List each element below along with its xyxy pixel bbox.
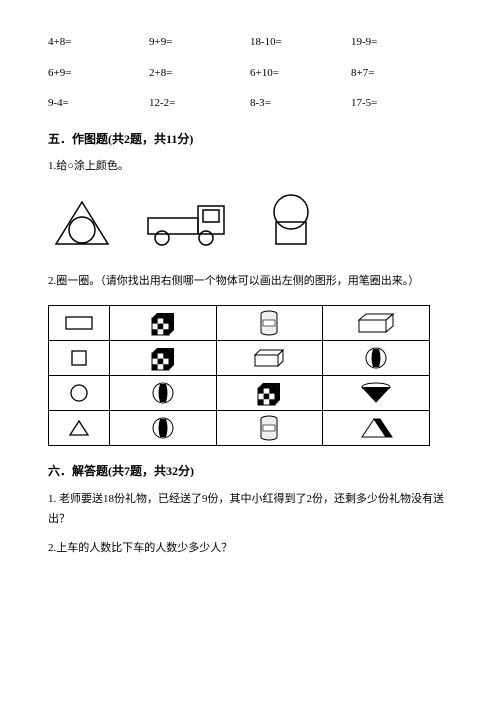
q5-2: 2.圈一圈。（请你找出用右侧哪一个物体可以画出左侧的图形，用笔圈出来。） <box>48 270 452 293</box>
prism-triangle-icon <box>358 416 394 440</box>
cube-checker-icon <box>149 310 177 336</box>
option <box>109 306 216 341</box>
option <box>323 341 430 376</box>
table-row <box>49 341 430 376</box>
left-shape <box>49 411 110 446</box>
triangle-circle-icon <box>52 200 112 248</box>
sphere-stripe-icon <box>151 381 175 405</box>
left-shape <box>49 341 110 376</box>
equation: 6+10= <box>250 65 351 82</box>
option <box>216 341 323 376</box>
circle-square-icon <box>266 192 316 248</box>
cube-checker-icon <box>149 345 177 371</box>
equation: 6+9= <box>48 65 149 82</box>
cube-checker-icon <box>255 380 283 406</box>
option <box>323 376 430 411</box>
q6-1: 1. 老师要送18份礼物，已经送了9份，其中小红得到了2份，还剩多少份礼物没有送… <box>48 490 452 530</box>
cuboid-icon <box>356 312 396 334</box>
option <box>323 306 430 341</box>
cuboid-small-icon <box>252 348 286 368</box>
worksheet-page: 4+8= 9+9= 18-10= 19-9= 6+9= 2+8= 6+10= 8… <box>0 0 500 586</box>
equation: 12-2= <box>149 95 250 112</box>
sphere-stripe-icon <box>151 416 175 440</box>
equation: 8-3= <box>250 95 351 112</box>
option <box>216 306 323 341</box>
option <box>109 411 216 446</box>
equation: 2+8= <box>149 65 250 82</box>
shapes-row <box>52 192 452 248</box>
equation: 18-10= <box>250 34 351 51</box>
section6-title: 六．解答题(共7题，共32分) <box>48 462 452 480</box>
circle-icon <box>69 383 89 403</box>
cylinder-icon <box>259 310 279 336</box>
table-row <box>49 376 430 411</box>
truck-icon <box>144 198 234 248</box>
section5-title: 五．作图题(共2题，共11分) <box>48 130 452 148</box>
arithmetic-grid: 4+8= 9+9= 18-10= 19-9= 6+9= 2+8= 6+10= 8… <box>48 34 452 112</box>
sphere-stripe-icon <box>364 346 388 370</box>
table-row <box>49 411 430 446</box>
equation: 8+7= <box>351 65 452 82</box>
equation: 19-9= <box>351 34 452 51</box>
cone-icon <box>360 382 392 404</box>
rectangle-icon <box>64 315 94 331</box>
equation: 9-4= <box>48 95 149 112</box>
left-shape <box>49 376 110 411</box>
q5-1: 1.给○涂上颜色。 <box>48 158 452 175</box>
triangle-icon <box>68 419 90 437</box>
table-row <box>49 306 430 341</box>
option <box>216 411 323 446</box>
square-icon <box>70 349 88 367</box>
match-table <box>48 305 430 446</box>
left-shape <box>49 306 110 341</box>
q6-2: 2.上车的人数比下车的人数少多少人？ <box>48 540 452 557</box>
option <box>109 376 216 411</box>
option <box>109 341 216 376</box>
equation: 9+9= <box>149 34 250 51</box>
option <box>323 411 430 446</box>
cylinder-icon <box>259 415 279 441</box>
option <box>216 376 323 411</box>
equation: 4+8= <box>48 34 149 51</box>
equation: 17-5= <box>351 95 452 112</box>
